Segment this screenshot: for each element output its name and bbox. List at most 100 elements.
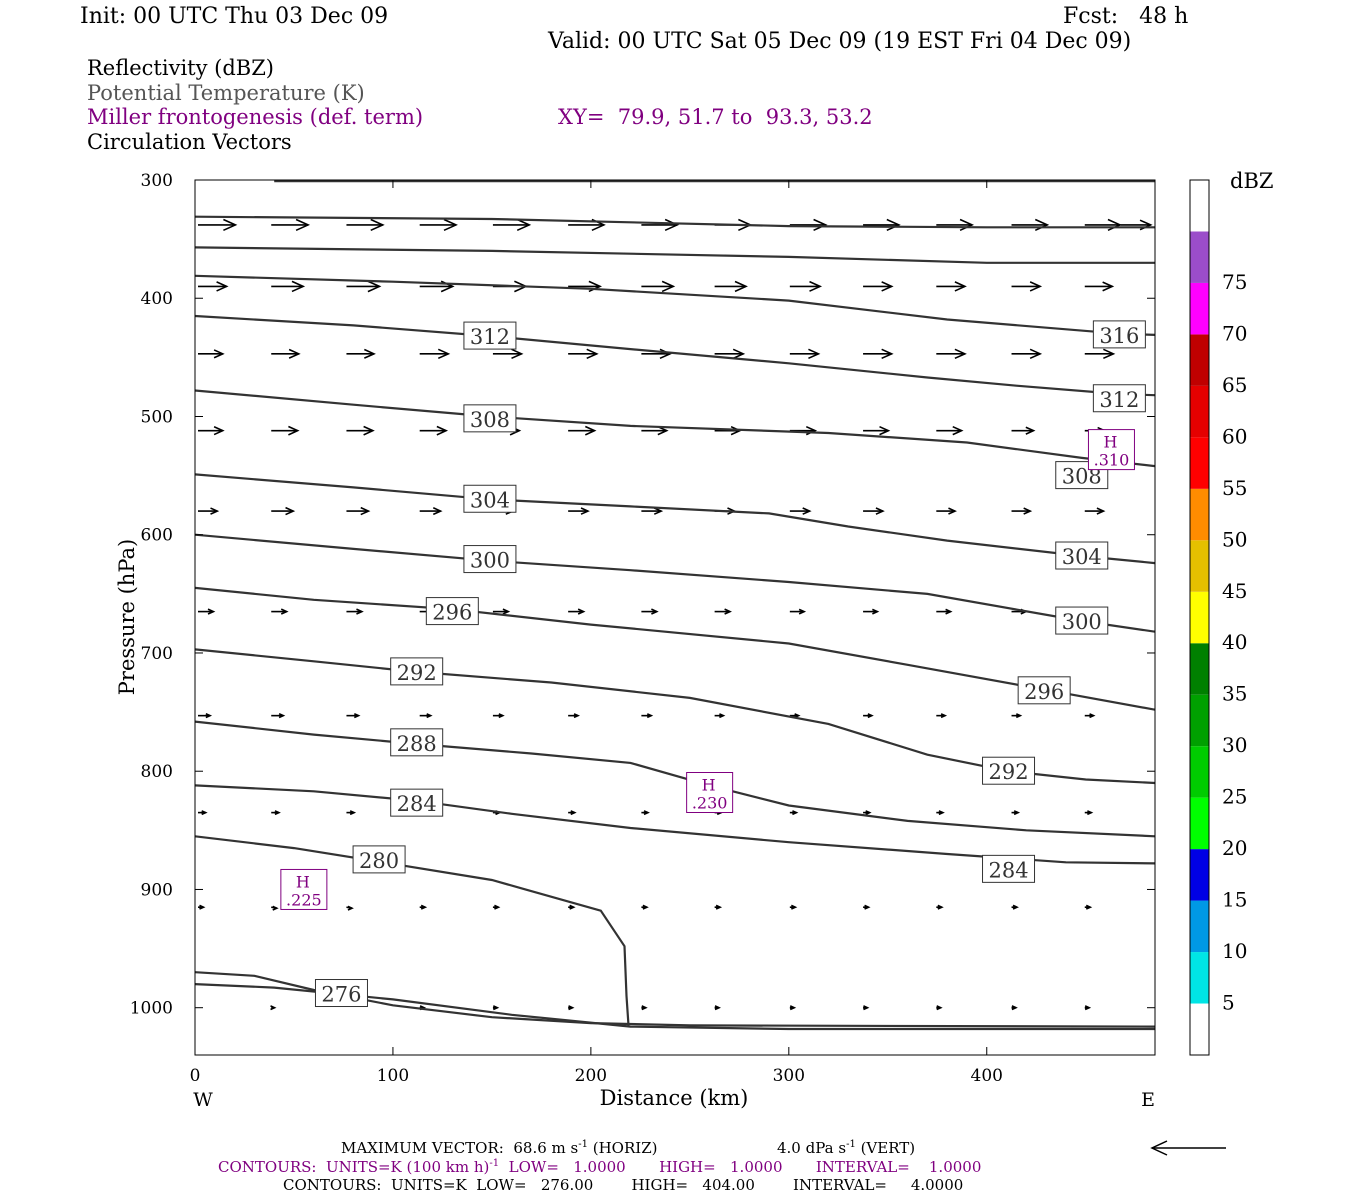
colorbar-level-label: 60	[1222, 424, 1247, 448]
theta-contour-label: 284	[982, 854, 1036, 883]
y-tick-label: 300	[141, 171, 173, 191]
vector-head	[272, 905, 279, 911]
circulation-vector	[789, 810, 799, 816]
vector-head	[945, 608, 953, 615]
legend-circulation: Circulation Vectors	[87, 130, 292, 154]
vector-head	[959, 218, 975, 232]
circulation-vector	[863, 713, 874, 719]
circulation-vector	[863, 218, 901, 232]
theta-contour-label: 300	[1055, 606, 1109, 635]
theta-contour-label: 292	[390, 657, 444, 686]
vector-head	[659, 348, 672, 360]
vector-head	[367, 280, 382, 293]
colorbar-level-label: 30	[1222, 733, 1247, 757]
vector-head	[791, 904, 798, 910]
vector-head	[864, 904, 871, 910]
label-box	[425, 597, 479, 626]
theta-contour-label: 296	[425, 597, 479, 626]
circulation-vector	[346, 506, 371, 516]
circulation-vector	[568, 348, 599, 360]
circulation-vector	[1084, 810, 1094, 816]
vector-head	[573, 713, 580, 719]
colorbar-level-label: 75	[1222, 270, 1247, 294]
high-label: H	[296, 872, 310, 891]
reference-vector	[1150, 1140, 1226, 1156]
theta-contour-line	[195, 274, 1155, 336]
vector-head	[432, 507, 443, 516]
colorbar-segment	[1190, 180, 1209, 232]
vector-head	[288, 425, 300, 436]
theta-contour-line	[195, 586, 1155, 711]
colorbar-segment	[1190, 797, 1209, 850]
vector-head	[954, 348, 967, 360]
vector-head	[1013, 810, 1021, 816]
circulation-vector	[346, 425, 375, 436]
colorbar-level-label: 55	[1222, 476, 1247, 500]
x-tick-label: 200	[575, 1066, 607, 1086]
circulation-vector	[1011, 218, 1050, 232]
label-text: 288	[397, 732, 437, 756]
y-tick-label: 800	[141, 762, 173, 782]
x-axis-east-label: E	[1141, 1089, 1155, 1111]
label-text: 312	[470, 325, 510, 349]
vector-head	[813, 218, 828, 232]
colorbar-segment	[1190, 694, 1209, 747]
label-box	[1017, 676, 1071, 705]
circulation-vector	[492, 713, 505, 719]
circulation-vector	[1011, 426, 1036, 435]
circulation-vector	[198, 349, 225, 359]
label-text: 276	[321, 983, 361, 1007]
max-vector-horiz: MAXIMUM VECTOR: 68.6 m s-1 (HORIZ)	[341, 1139, 658, 1157]
vector-head	[867, 713, 874, 719]
circulation-vector	[789, 904, 798, 910]
theta-contour-label: 312	[1092, 384, 1146, 413]
circulation-vector	[641, 608, 659, 615]
label-text: 304	[470, 488, 510, 512]
theta-contour-line	[195, 648, 1155, 785]
contours-theta-info: CONTOURS: UNITS=K LOW= 276.00 HIGH= 404.…	[283, 1176, 964, 1194]
vector-head	[1096, 507, 1106, 515]
circulation-vector	[419, 218, 458, 232]
circulation-vector	[863, 281, 894, 292]
init-time: Init: 00 UTC Thu 03 Dec 09	[80, 4, 389, 29]
circulation-vector	[789, 507, 812, 515]
vector-head	[661, 280, 676, 293]
vector-head	[360, 506, 371, 516]
circulation-vector	[568, 810, 577, 816]
label-box	[463, 545, 517, 574]
vector-head	[1107, 218, 1122, 232]
colorbar-segment	[1190, 437, 1209, 489]
vector-head	[1084, 1005, 1092, 1011]
circulation-vector	[936, 507, 957, 515]
legend-reflectivity: Reflectivity (dBZ)	[87, 56, 275, 80]
circulation-vector	[346, 280, 382, 293]
vector-head	[577, 608, 586, 615]
vector-head	[1011, 1005, 1018, 1011]
vector-head	[580, 507, 590, 515]
label-box	[390, 657, 444, 686]
vector-head	[641, 1005, 648, 1011]
high-value: .225	[286, 890, 322, 909]
vector-head	[205, 713, 213, 719]
vector-head	[1089, 713, 1096, 719]
vector-head	[936, 1005, 943, 1011]
vector-head	[213, 426, 225, 436]
vector-head	[865, 810, 872, 816]
circulation-vector	[346, 810, 357, 816]
vector-head	[1087, 810, 1094, 816]
colorbar-segment	[1190, 1003, 1209, 1055]
vector-head	[732, 348, 746, 360]
vector-head	[516, 218, 532, 232]
vector-head	[370, 218, 385, 232]
x-axis-label: Distance (km)	[600, 1086, 749, 1110]
colorbar-frame	[1189, 179, 1210, 1056]
label-text: 300	[1062, 610, 1102, 634]
x-tick-label: 0	[190, 1066, 201, 1086]
vector-head	[881, 348, 894, 360]
circulation-vector	[936, 904, 944, 910]
label-box	[463, 484, 517, 513]
label-text: 292	[397, 661, 437, 685]
circulation-vector	[271, 506, 296, 516]
vector-head	[570, 810, 577, 816]
vector-head	[436, 425, 449, 436]
